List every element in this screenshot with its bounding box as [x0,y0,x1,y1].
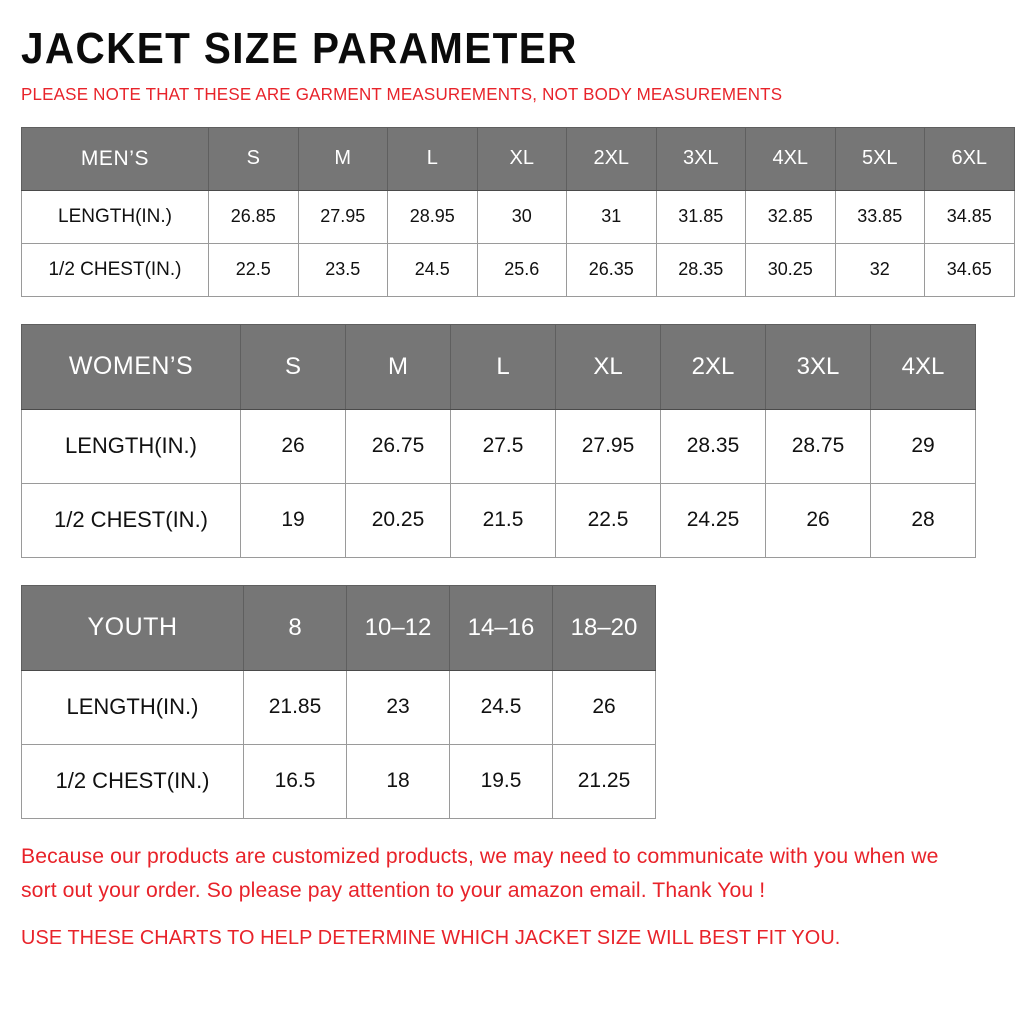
youth-column-header-10-12: 10–12 [346,584,450,671]
youth-size-table: YOUTH 8 10–12 14–16 18–20 LENGTH(IN.) 21… [21,584,656,819]
womens-chest-l: 21.5 [450,482,556,558]
mens-size-table: MEN’S S M L XL 2XL 3XL 4XL 5XL 6XL LENGT… [21,126,1015,297]
womens-length-m: 26.75 [345,408,451,484]
womens-row-label-chest: 1/2 CHEST(IN.) [21,482,241,558]
womens-chest-s: 19 [240,482,346,558]
youth-chest-8: 16.5 [243,743,347,819]
mens-chest-2xl: 26.35 [566,242,657,297]
womens-chest-m: 20.25 [345,482,451,558]
mens-column-header-2xl: 2XL [566,126,657,191]
womens-size-table: WOMEN’S S M L XL 2XL 3XL 4XL LENGTH(IN.)… [21,323,976,558]
womens-chest-2xl: 24.25 [660,482,766,558]
customization-note: Because our products are customized prod… [21,843,939,903]
table-row: 1/2 CHEST(IN.) 22.5 23.5 24.5 25.6 26.35… [21,242,1015,297]
mens-chest-s: 22.5 [208,242,299,297]
mens-column-header-xl: XL [476,126,567,191]
table-row: LENGTH(IN.) 26 26.75 27.5 27.95 28.35 28… [21,408,976,484]
mens-length-s: 26.85 [208,189,299,244]
womens-header-row: WOMEN’S S M L XL 2XL 3XL 4XL [21,323,976,410]
womens-length-4xl: 29 [870,408,976,484]
womens-column-header-s: S [240,323,346,410]
mens-column-header-m: M [297,126,388,191]
mens-column-header-6xl: 6XL [924,126,1015,191]
womens-length-s: 26 [240,408,346,484]
womens-column-header-3xl: 3XL [765,323,871,410]
womens-chest-xl: 22.5 [555,482,661,558]
youth-chest-18-20: 21.25 [552,743,656,819]
youth-row-label-chest: 1/2 CHEST(IN.) [21,743,244,819]
mens-length-m: 27.95 [297,189,388,244]
womens-table-head: WOMEN’S S M L XL 2XL 3XL 4XL [21,323,976,410]
womens-length-2xl: 28.35 [660,408,766,484]
youth-length-10-12: 23 [346,669,450,745]
womens-row-label-length: LENGTH(IN.) [21,408,241,484]
womens-column-header-xl: XL [555,323,661,410]
youth-length-8: 21.85 [243,669,347,745]
mens-length-5xl: 33.85 [834,189,925,244]
table-row: LENGTH(IN.) 26.85 27.95 28.95 30 31 31.8… [21,189,1015,244]
chart-usage-note: USE THESE CHARTS TO HELP DETERMINE WHICH… [21,926,841,950]
womens-length-3xl: 28.75 [765,408,871,484]
table-row: LENGTH(IN.) 21.85 23 24.5 26 [21,669,656,745]
mens-chest-xl: 25.6 [476,242,567,297]
mens-length-6xl: 34.85 [924,189,1015,244]
mens-length-3xl: 31.85 [655,189,746,244]
mens-column-header-l: L [387,126,478,191]
womens-length-l: 27.5 [450,408,556,484]
page-title: JACKET SIZE PARAMETER [21,24,578,73]
mens-column-header-s: S [208,126,299,191]
mens-column-header-5xl: 5XL [834,126,925,191]
mens-chest-m: 23.5 [297,242,388,297]
garment-measurement-note: PLEASE NOTE THAT THESE ARE GARMENT MEASU… [21,84,783,105]
youth-table-body: LENGTH(IN.) 21.85 23 24.5 26 1/2 CHEST(I… [21,669,656,819]
mens-header-row: MEN’S S M L XL 2XL 3XL 4XL 5XL 6XL [21,126,1015,191]
womens-chest-4xl: 28 [870,482,976,558]
womens-corner-label: WOMEN’S [21,323,241,410]
table-row: 1/2 CHEST(IN.) 16.5 18 19.5 21.25 [21,743,656,819]
mens-length-2xl: 31 [566,189,657,244]
youth-chest-14-16: 19.5 [449,743,553,819]
womens-table-body: LENGTH(IN.) 26 26.75 27.5 27.95 28.35 28… [21,408,976,558]
mens-length-l: 28.95 [387,189,478,244]
youth-corner-label: YOUTH [21,584,244,671]
youth-table-head: YOUTH 8 10–12 14–16 18–20 [21,584,656,671]
table-row: 1/2 CHEST(IN.) 19 20.25 21.5 22.5 24.25 … [21,482,976,558]
youth-length-14-16: 24.5 [449,669,553,745]
youth-column-header-8: 8 [243,584,347,671]
womens-column-header-m: M [345,323,451,410]
mens-length-xl: 30 [476,189,567,244]
mens-row-label-chest: 1/2 CHEST(IN.) [21,242,209,297]
mens-row-label-length: LENGTH(IN.) [21,189,209,244]
womens-column-header-4xl: 4XL [870,323,976,410]
womens-chest-3xl: 26 [765,482,871,558]
womens-length-xl: 27.95 [555,408,661,484]
mens-table-body: LENGTH(IN.) 26.85 27.95 28.95 30 31 31.8… [21,189,1015,297]
mens-corner-label: MEN’S [21,126,209,191]
mens-length-4xl: 32.85 [745,189,836,244]
womens-column-header-l: L [450,323,556,410]
mens-table-head: MEN’S S M L XL 2XL 3XL 4XL 5XL 6XL [21,126,1015,191]
mens-chest-4xl: 30.25 [745,242,836,297]
youth-column-header-18-20: 18–20 [552,584,656,671]
mens-chest-6xl: 34.65 [924,242,1015,297]
youth-column-header-14-16: 14–16 [449,584,553,671]
mens-column-header-4xl: 4XL [745,126,836,191]
youth-chest-10-12: 18 [346,743,450,819]
womens-column-header-2xl: 2XL [660,323,766,410]
youth-header-row: YOUTH 8 10–12 14–16 18–20 [21,584,656,671]
mens-chest-3xl: 28.35 [655,242,746,297]
youth-row-label-length: LENGTH(IN.) [21,669,244,745]
mens-chest-l: 24.5 [387,242,478,297]
youth-length-18-20: 26 [552,669,656,745]
mens-chest-5xl: 32 [834,242,925,297]
mens-column-header-3xl: 3XL [655,126,746,191]
